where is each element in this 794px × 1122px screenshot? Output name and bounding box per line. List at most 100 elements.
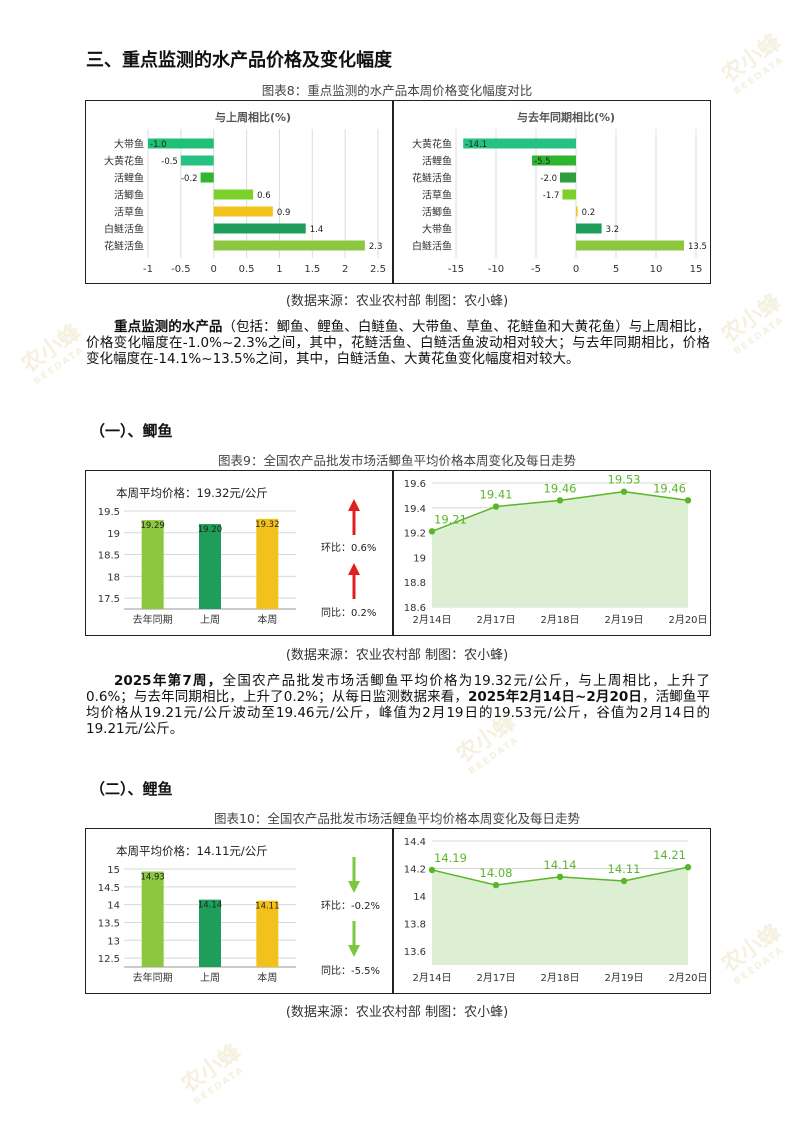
- x-tick-label: -1: [143, 264, 153, 275]
- data-point: [620, 488, 628, 495]
- x-tick-label: 2月18日: [540, 972, 579, 984]
- y-tick-label: 18.6: [404, 603, 426, 614]
- category-label: 花鲢活鱼: [104, 240, 144, 253]
- bar: [256, 900, 279, 967]
- data-label: 19.20: [198, 525, 222, 535]
- average-price-label: 本周平均价格：14.11元/公斤: [116, 844, 268, 858]
- chart-daily-trend: 18.6 18.8 19 19.2 19.4 19.6 19.21 2月14日 19.41 2月1…: [404, 473, 708, 626]
- chart-daily-trend: 13.6 13.8 14 14.2 14.4 14.19 2月14日 14.08 2月17日 14…: [404, 837, 708, 984]
- data-label: -14.1: [465, 140, 487, 150]
- huanbi-arrow-up-icon: [348, 499, 360, 511]
- chart-price-compare: 本周平均价格：19.32元/公斤 17.5 18 18.5 19 19.5 19.29 去年同…: [98, 486, 377, 626]
- y-tick-label: 14: [107, 901, 120, 912]
- section-title: 三、重点监测的水产品价格及变化幅度: [86, 50, 392, 71]
- category-label: 本周: [257, 613, 277, 626]
- x-tick-label: 2.5: [370, 264, 386, 275]
- bar: [576, 240, 684, 251]
- x-tick-label: 2月17日: [476, 614, 515, 626]
- category-label: 去年同期: [133, 971, 173, 984]
- watermark: 农小蜂 BEEDATA: [177, 1039, 247, 1108]
- data-label: 14.08: [480, 866, 513, 880]
- y-tick-label: 18.5: [98, 551, 120, 562]
- subheading-crucian-carp: （一）、鲫鱼: [90, 422, 173, 440]
- y-tick-label: 14.5: [98, 883, 120, 894]
- figure-8: 与上周相比(%) -1 -0.5 0 0.5 1 1.5 2 2.5 大带鱼 -1.0 大黄花鱼 -0.…: [85, 100, 711, 284]
- data-label: 0.9: [277, 208, 291, 218]
- data-label: 19.41: [480, 488, 513, 502]
- bar: [148, 138, 214, 149]
- x-tick-label: 0: [211, 264, 217, 275]
- data-label: 19.21: [434, 512, 467, 526]
- category-label: 活草鱼: [422, 189, 452, 202]
- data-label: 19.29: [140, 521, 164, 531]
- data-label: -2.0: [540, 174, 557, 184]
- figure-caption: 图表9：全国农产品批发市场活鲫鱼平均价格本周变化及每日走势: [218, 453, 576, 468]
- y-tick-label: 13.6: [404, 947, 426, 958]
- data-point: [556, 873, 564, 881]
- x-tick-label: 2月14日: [412, 972, 451, 984]
- data-label: -0.5: [161, 157, 178, 167]
- x-tick-label: 15: [690, 264, 703, 275]
- data-label: 14.19: [434, 851, 467, 865]
- x-tick-label: -0.5: [171, 264, 191, 275]
- chart-week-change: 与上周相比(%) -1 -0.5 0 0.5 1 1.5 2 2.5 大带鱼 -1.0 大黄花鱼 -0.…: [104, 110, 386, 275]
- category-label: 大带鱼: [422, 223, 452, 236]
- chart-title: 与去年同期相比(%): [517, 110, 615, 124]
- y-tick-label: 15: [107, 865, 120, 876]
- data-label: 3.2: [606, 225, 620, 235]
- x-tick-label: 2月20日: [668, 972, 707, 984]
- y-tick-label: 19.5: [98, 507, 120, 518]
- data-label: -0.2: [181, 174, 198, 184]
- x-tick-label: 0.5: [239, 264, 255, 275]
- bar: [200, 172, 214, 183]
- x-tick-label: 2月19日: [604, 614, 643, 626]
- chart-price-compare: 本周平均价格：14.11元/公斤 12.5 13 13.5 14 14.5 15 14.93 去…: [98, 844, 380, 984]
- data-label: 19.46: [653, 481, 686, 495]
- bar: [213, 240, 365, 251]
- data-point: [492, 881, 500, 889]
- y-tick-label: 17.5: [98, 594, 120, 605]
- data-label: -1.0: [150, 140, 167, 150]
- x-tick-label: 10: [650, 264, 663, 275]
- y-tick-label: 14.4: [404, 837, 426, 848]
- month-on-month-label: 环比：-0.2%: [321, 900, 380, 912]
- figure-source: (数据来源：农业农村部 制图：农小蜂): [285, 294, 509, 309]
- x-tick-label: 2月14日: [412, 614, 451, 626]
- y-tick-label: 19.4: [404, 504, 426, 515]
- category-label: 大黄花鱼: [412, 138, 452, 151]
- bar: [213, 206, 273, 217]
- data-label: 0.6: [257, 191, 271, 201]
- tongbi-arrow-down-icon: [348, 945, 360, 957]
- x-tick-label: 2: [342, 264, 348, 275]
- data-label: 19.53: [608, 473, 641, 487]
- figure-source: (数据来源：农业农村部 制图：农小蜂): [285, 1005, 509, 1020]
- x-tick-label: 1.5: [304, 264, 320, 275]
- y-tick-label: 19: [107, 529, 120, 540]
- data-label: 0.2: [582, 208, 596, 218]
- subheading-common-carp: （二）、鲤鱼: [90, 780, 173, 798]
- category-label: 大黄花鱼: [104, 155, 144, 168]
- bar: [141, 520, 164, 609]
- bar: [199, 899, 221, 967]
- category-label: 白鲢活鱼: [412, 240, 452, 253]
- x-tick-label: -15: [448, 264, 464, 275]
- data-label: 14.14: [198, 901, 222, 911]
- data-point: [428, 528, 436, 535]
- average-price-label: 本周平均价格：19.32元/公斤: [116, 486, 268, 500]
- x-tick-label: 2月19日: [604, 972, 643, 984]
- data-point: [556, 497, 564, 504]
- paragraph-summary: 重点监测的水产品（包括：鲫鱼、鲤鱼、白鲢鱼、大带鱼、草鱼、花鲢鱼和大黄花鱼）与上…: [86, 319, 711, 367]
- data-point: [620, 877, 628, 885]
- x-tick-label: 1: [276, 264, 282, 275]
- x-tick-label: 2月18日: [540, 614, 579, 626]
- chart-year-change: 与去年同期相比(%) -15 -10 -5 0 5 10 15 大黄花鱼 -14.1 活鲤鱼 -5.5…: [412, 110, 707, 275]
- year-on-year-label: 同比：-5.5%: [321, 965, 380, 977]
- bar: [180, 155, 214, 166]
- category-label: 活鲫鱼: [422, 206, 452, 219]
- bar: [576, 206, 578, 217]
- bar: [141, 871, 164, 967]
- figure-caption: 图表10：全国农产品批发市场活鲤鱼平均价格本周变化及每日走势: [214, 811, 580, 826]
- y-tick-label: 13: [107, 936, 120, 947]
- data-label: -5.5: [534, 157, 551, 167]
- category-label: 去年同期: [133, 613, 173, 626]
